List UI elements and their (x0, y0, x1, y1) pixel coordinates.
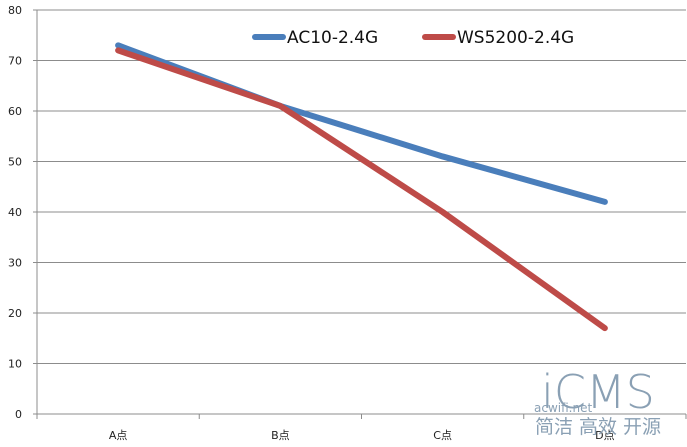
x-tick-label: A点 (109, 429, 128, 442)
watermark: acwifi.net iCMS 简洁 高效 开源 (534, 365, 661, 438)
y-tick-label: 0 (15, 408, 22, 421)
x-tick-label: C点 (433, 429, 452, 442)
x-axis-tick-labels: A点 B点 C点 D点 (109, 429, 615, 442)
axes (33, 9, 687, 419)
y-tick-label: 40 (8, 206, 22, 219)
watermark-slogan: 简洁 高效 开源 (535, 416, 661, 438)
legend-label: WS5200-2.4G (457, 28, 574, 48)
y-tick-label: 10 (8, 358, 22, 371)
y-axis-tick-labels: 0 10 20 30 40 50 60 70 80 (8, 4, 22, 421)
y-tick-label: 80 (8, 4, 22, 17)
watermark-site: acwifi.net (534, 401, 592, 415)
y-tick-label: 20 (8, 307, 22, 320)
series-line-2 (115, 47, 608, 332)
gridlines (37, 9, 686, 364)
watermark-logo: iCMS (541, 365, 655, 419)
x-tick-label: D点 (595, 429, 614, 442)
x-tick-label: B点 (271, 429, 290, 442)
legend: AC10-2.4G WS5200-2.4G (252, 28, 574, 48)
y-tick-label: 70 (8, 55, 22, 68)
y-tick-label: 30 (8, 257, 22, 270)
series-lines (115, 42, 608, 332)
y-tick-label: 60 (8, 105, 22, 118)
legend-label: AC10-2.4G (287, 28, 378, 48)
y-tick-label: 50 (8, 156, 22, 169)
series-line-1 (115, 42, 608, 205)
